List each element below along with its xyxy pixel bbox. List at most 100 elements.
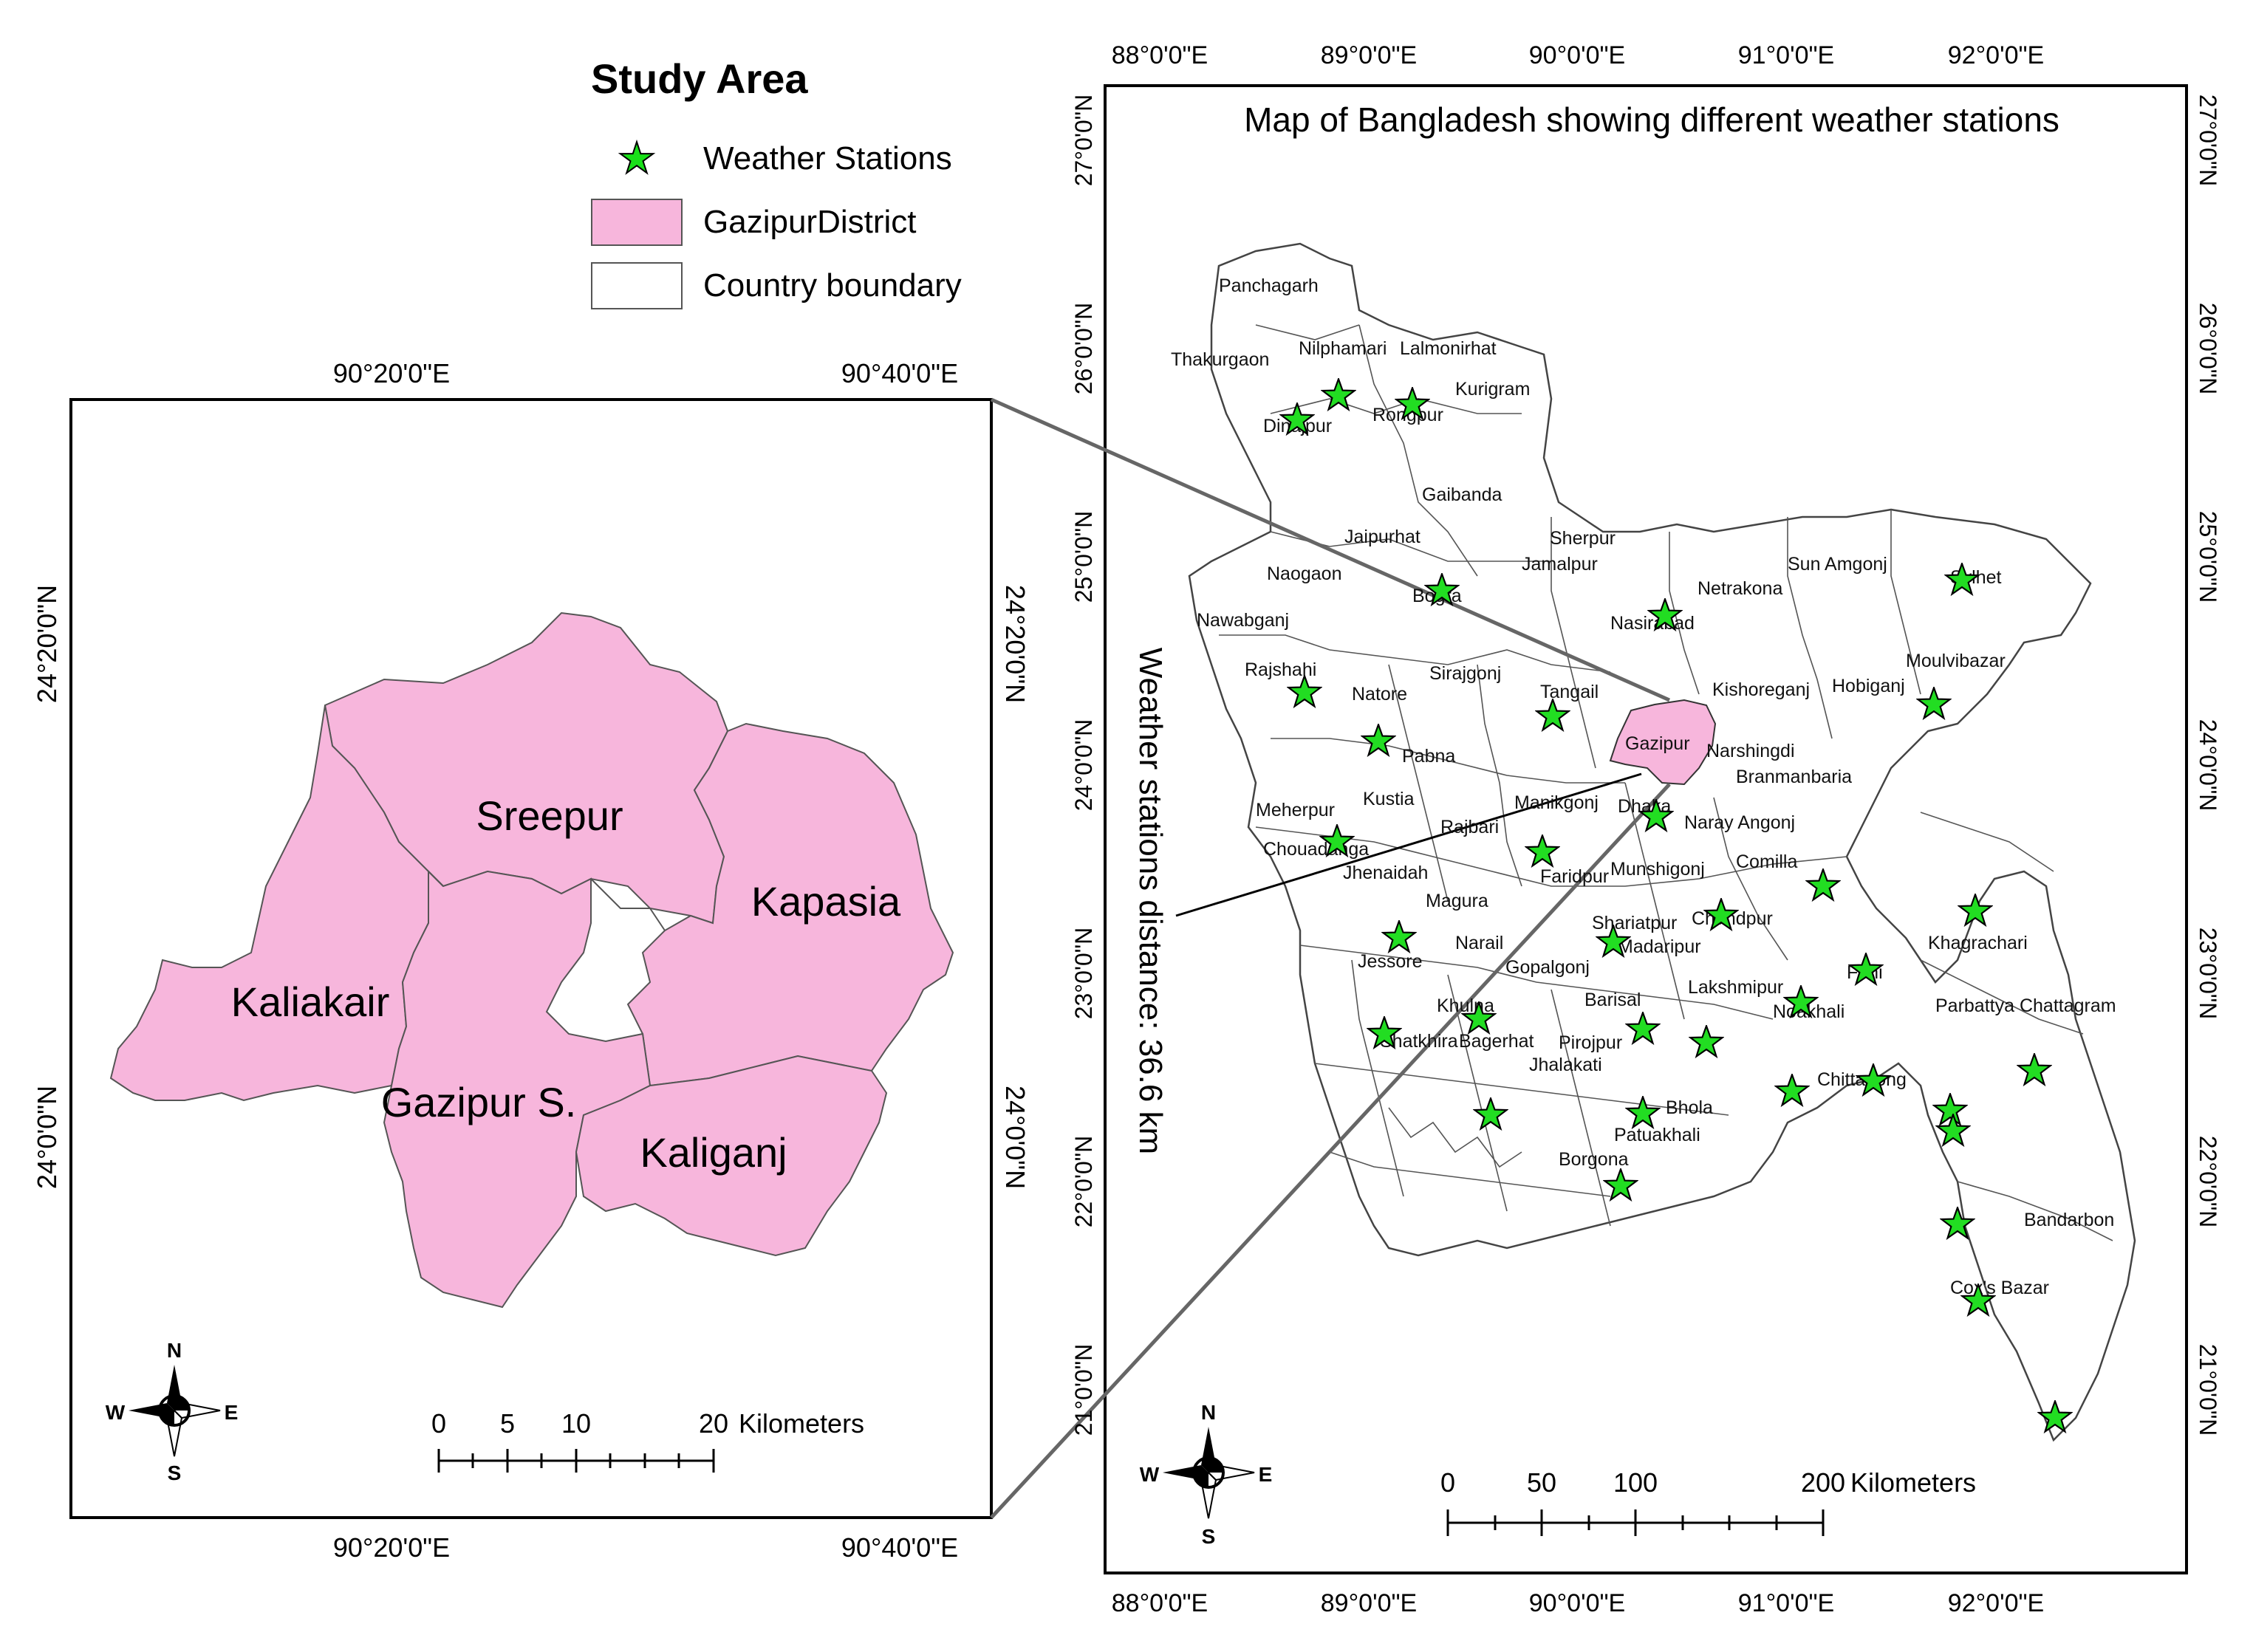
- main-top-labels: 88°0'0"E 89°0'0"E 90°0'0"E 91°0'0"E 92°0…: [1112, 41, 2044, 69]
- bottom-lon-label: 89°0'0"E: [1321, 1589, 1417, 1617]
- main-compass-icon: [1163, 1427, 1255, 1519]
- district-label: Bandarbon: [2024, 1210, 2114, 1230]
- gazipur-highlight: [1609, 699, 1717, 786]
- district-label: Nilphamari: [1299, 338, 1387, 359]
- district-label: Lalmonirhat: [1400, 338, 1497, 359]
- inset-scale-tick: 5: [500, 1408, 515, 1439]
- inset-compass-e: E: [225, 1401, 239, 1424]
- district-label: Kustia: [1363, 789, 1415, 809]
- main-scale-unit: Kilometers: [1850, 1467, 1976, 1498]
- bottom-lon-label: 90°0'0"E: [1529, 1589, 1625, 1617]
- district-label: Naogaon: [1267, 563, 1341, 584]
- district-label: Jamalpur: [1522, 554, 1598, 575]
- district-label: Jhalakati: [1529, 1055, 1602, 1075]
- main-compass-n: N: [1201, 1401, 1216, 1424]
- top-lon-label: 91°0'0"E: [1738, 41, 1834, 69]
- district-label: Gaibanda: [1422, 484, 1502, 505]
- inset-compass-n: N: [167, 1339, 182, 1362]
- district-label: Khulna: [1437, 995, 1494, 1016]
- district-label: Sherpur: [1550, 528, 1616, 549]
- legend-item-country-boundary: Country boundary: [591, 260, 962, 312]
- legend-label: Country boundary: [703, 267, 962, 304]
- left-lat-label: 23°0'0"N: [1070, 928, 1097, 1020]
- legend-label: GazipurDistrict: [703, 204, 917, 240]
- district-label: Sirajgonj: [1429, 663, 1501, 684]
- main-scale-bar: [1446, 1509, 1825, 1536]
- region-label-gazipur-sadar: Gazipur S.: [381, 1079, 577, 1125]
- inset-compass-icon: [129, 1365, 221, 1457]
- left-lat-label: 21°0'0"N: [1070, 1344, 1097, 1436]
- boundary-outline-swatch: [591, 262, 683, 309]
- district-label: Nasirabad: [1610, 613, 1695, 634]
- district-label: Gazipur: [1625, 733, 1690, 754]
- district-label: Rajbari: [1440, 817, 1499, 837]
- inset-connector-bottom: [990, 783, 1671, 1519]
- region-label-kapasia: Kapasia: [751, 878, 901, 925]
- district-label: Faridpur: [1540, 866, 1609, 887]
- inset-left-label: 24°20'0"N: [32, 585, 62, 703]
- inset-top-label: 90°40'0"E: [841, 358, 958, 388]
- left-lat-label: 24°0'0"N: [1070, 719, 1097, 812]
- district-label: Jhenaidah: [1343, 863, 1428, 883]
- district-boundaries: [1219, 324, 2113, 1241]
- bottom-lon-label: 92°0'0"E: [1948, 1589, 2044, 1617]
- district-label: Madaripur: [1618, 936, 1701, 957]
- main-compass-e: E: [1259, 1463, 1273, 1486]
- district-label: Munshigonj: [1610, 859, 1705, 880]
- district-label: Lakshmipur: [1688, 977, 1783, 998]
- main-compass-w: W: [1140, 1463, 1160, 1486]
- gazipur-fill-swatch: [591, 199, 683, 246]
- region-label-kaliganj: Kaliganj: [640, 1129, 787, 1176]
- district-label: Khagrachari: [1928, 933, 2028, 953]
- right-lat-label: 24°0'0"N: [2195, 719, 2221, 812]
- top-lon-label: 90°0'0"E: [1529, 41, 1625, 69]
- left-lat-label: 26°0'0"N: [1070, 303, 1097, 395]
- district-label: Chouadanga: [1263, 839, 1369, 860]
- district-label: Kurigram: [1455, 379, 1530, 400]
- main-scale-tick: 200: [1801, 1467, 1845, 1498]
- district-label: Kishoreganj: [1712, 679, 1810, 700]
- legend-label: Weather Stations: [703, 140, 952, 176]
- district-label: Bhola: [1666, 1097, 1713, 1118]
- district-label: Pirojpur: [1559, 1032, 1622, 1053]
- right-lat-label: 27°0'0"N: [2195, 95, 2221, 187]
- top-lon-label: 92°0'0"E: [1948, 41, 2044, 69]
- legend-item-weather-stations: ★ Weather Stations: [591, 133, 952, 185]
- internal-boundary: [428, 871, 666, 931]
- inset-scale-tick: 10: [561, 1408, 591, 1439]
- district-label: Meherpur: [1256, 800, 1335, 820]
- star-icon: ★: [617, 134, 657, 182]
- region-label-sreepur: Sreepur: [476, 792, 623, 839]
- main-scale-tick: 100: [1613, 1467, 1658, 1498]
- region-gazipur-sadar: [383, 869, 652, 1309]
- inset-compass-s: S: [168, 1461, 182, 1484]
- district-label: Naray Angonj: [1684, 812, 1795, 833]
- right-lat-label: 21°0'0"N: [2195, 1344, 2221, 1436]
- legend-item-gazipur-district: GazipurDistrict: [591, 196, 917, 248]
- district-label: Narail: [1455, 933, 1503, 953]
- right-lat-label: 22°0'0"N: [2195, 1136, 2221, 1228]
- district-label: Comilla: [1736, 851, 1797, 872]
- left-lat-label: 25°0'0"N: [1070, 511, 1097, 603]
- district-label: Parbattya Chattagram: [1935, 995, 2116, 1016]
- district-label: Barisal: [1584, 990, 1641, 1010]
- main-scale-tick: 50: [1527, 1467, 1556, 1498]
- inset-top-label: 90°20'0"E: [333, 358, 450, 388]
- main-map-title: Map of Bangladesh showing different weat…: [1244, 100, 2059, 139]
- inset-scale-tick: 0: [431, 1408, 446, 1439]
- district-label: Nawabganj: [1197, 610, 1289, 631]
- district-label: Shariatpur: [1592, 913, 1677, 933]
- inset-connector-top: [990, 397, 1671, 702]
- district-label: Branmanbaria: [1736, 767, 1852, 787]
- district-label: Netrakona: [1698, 578, 1782, 599]
- bottom-lon-label: 88°0'0"E: [1112, 1589, 1208, 1617]
- district-label: Cox's Bazar: [1950, 1278, 2049, 1298]
- main-bottom-labels: 88°0'0"E 89°0'0"E 90°0'0"E 91°0'0"E 92°0…: [1112, 1589, 2044, 1617]
- district-label: Narshingdi: [1706, 741, 1795, 761]
- inset-right-label: 24°20'0"N: [1000, 585, 1030, 703]
- bottom-lon-label: 91°0'0"E: [1738, 1589, 1834, 1617]
- district-label: Sun Amgonj: [1788, 554, 1887, 575]
- top-lon-label: 89°0'0"E: [1321, 41, 1417, 69]
- district-label: Moulvibazar: [1906, 651, 2006, 671]
